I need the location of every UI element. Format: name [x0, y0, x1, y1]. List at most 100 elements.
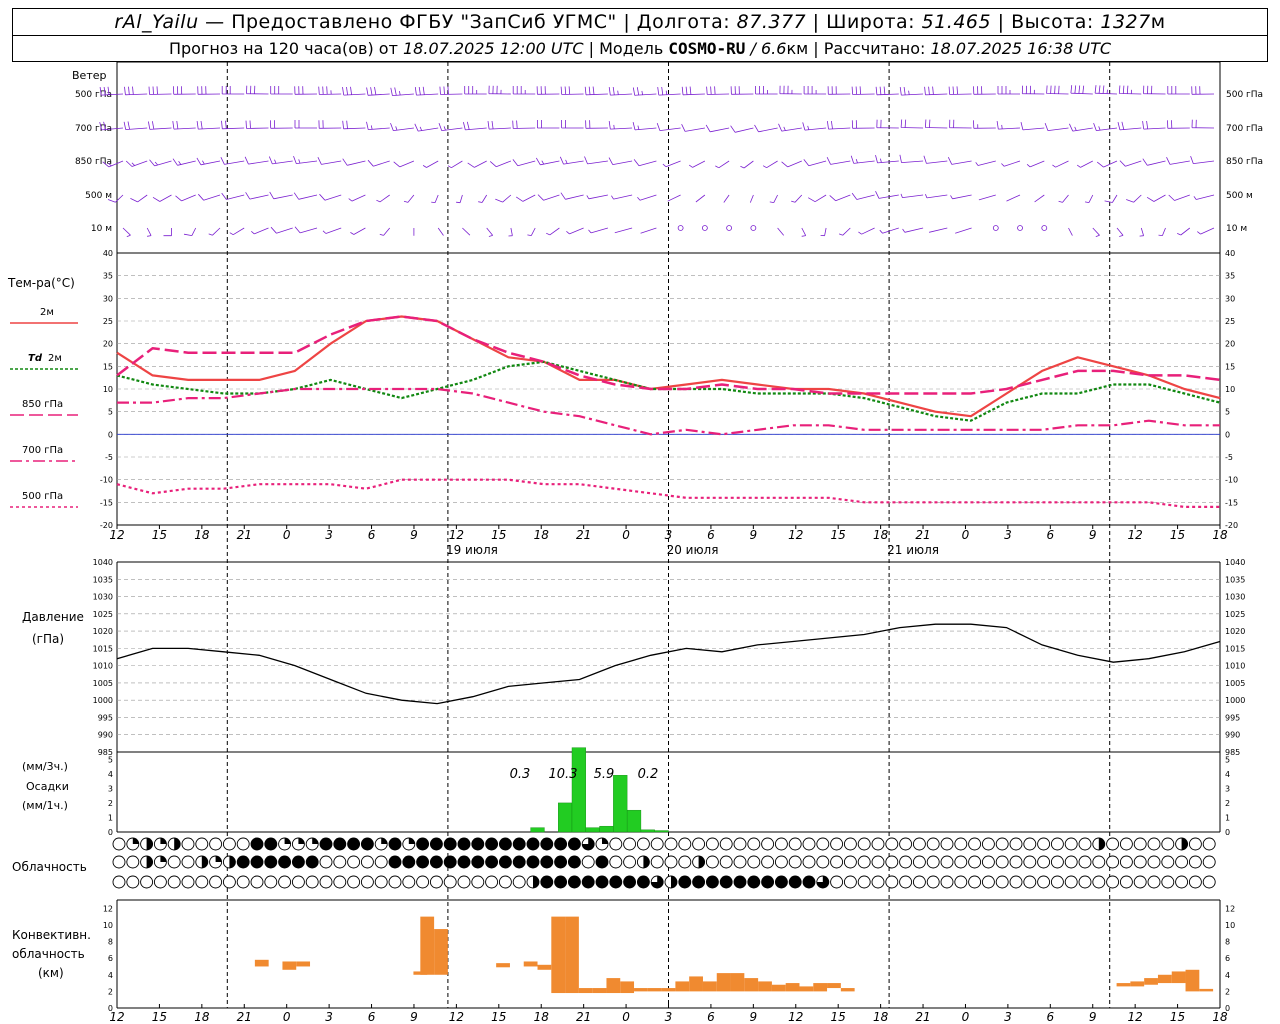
cloud-cover-symbol	[140, 875, 154, 889]
temp-tick-label: 30	[103, 294, 113, 303]
cloud-cover-symbol	[443, 837, 457, 851]
cloud-threequarter-fill	[816, 876, 829, 888]
convective-bar	[799, 986, 814, 992]
cloud-cover-symbol	[926, 855, 940, 869]
convective-tick-label-right: 0	[1225, 1004, 1230, 1013]
wind-barb	[535, 157, 560, 166]
wind-barb	[322, 227, 342, 234]
cloud-cover-symbol	[402, 855, 416, 869]
wind-barb	[102, 160, 124, 168]
cloud-cover-symbol	[1050, 837, 1064, 851]
cloud-cover-symbol	[981, 855, 995, 869]
wind-barb	[1142, 158, 1166, 166]
wind-level-label-right: 850 гПа	[1226, 157, 1263, 167]
cloud-cover-symbol	[802, 875, 816, 889]
cloud-cover-symbol	[291, 875, 305, 889]
forecast-prefix: Прогноз на 120 часа(ов) от	[168, 39, 403, 58]
convective-tick-label: 10	[103, 921, 113, 930]
cloud-cover-symbol	[885, 837, 899, 851]
wind-barb	[319, 193, 342, 201]
cloud-cover-symbol	[1161, 855, 1175, 869]
cloud-cover-symbol	[1064, 875, 1078, 889]
x-tick-label: 6	[1046, 528, 1054, 542]
wind-barb	[1021, 85, 1045, 95]
cloud-cover-symbol	[816, 855, 830, 869]
wind-barb	[146, 227, 152, 237]
legend-td-prefix: Td	[28, 353, 43, 364]
wind-barb	[1118, 85, 1142, 95]
wind-barb	[778, 123, 802, 132]
wind-barb	[879, 227, 899, 234]
cloud-cover-symbol	[912, 837, 926, 851]
x-tick-label: 9	[1089, 528, 1097, 542]
model-resolution: / 6.6	[745, 39, 787, 58]
wind-barb	[900, 119, 924, 129]
cloud-quarter-fill	[381, 838, 388, 844]
cloud-cover-symbol	[830, 875, 844, 889]
temp-tick-label-right: -10	[1225, 476, 1238, 485]
cloud-cover-symbol	[250, 875, 264, 889]
cloud-cover-symbol	[623, 875, 637, 889]
wind-barb	[851, 120, 875, 129]
cloud-cover-symbol	[333, 875, 347, 889]
cloud-cover-symbol	[540, 855, 554, 869]
wind-barb	[294, 226, 318, 234]
wind-barb	[769, 194, 778, 203]
wind-barb	[390, 87, 414, 96]
cloud-threequarter-fill	[582, 838, 595, 850]
cloud-quarter-fill	[284, 838, 291, 844]
wind-barb	[438, 122, 463, 131]
provider-text: — Предоставлено ФГБУ "ЗапСиб УГМС" | Дол…	[198, 11, 737, 33]
cloud-cover-symbol	[1023, 855, 1037, 869]
wind-barb	[900, 193, 924, 198]
wind-barb	[1197, 227, 1215, 235]
cloud-half-fill	[533, 876, 539, 888]
wind-barb	[762, 160, 778, 169]
wind-barb	[608, 86, 633, 96]
pressure-tick-label: 990	[98, 731, 113, 740]
cloud-cover-symbol	[912, 855, 926, 869]
cloud-cover-symbol	[1023, 875, 1037, 889]
wind-level-label-right: 700 гПа	[1226, 124, 1263, 134]
cloud-cover-symbol	[512, 875, 526, 889]
cloud-cover-symbol	[581, 855, 595, 869]
wind-barb	[973, 120, 996, 129]
cloud-cover-symbol	[1106, 837, 1120, 851]
wind-barb	[1046, 85, 1069, 95]
wind-barb	[781, 160, 802, 168]
cloud-cover-symbol	[871, 875, 885, 889]
cloud-half-fill	[229, 856, 236, 868]
wind-level-label: 10 м	[91, 224, 112, 234]
wind-level-label-right: 500 м	[1226, 191, 1253, 201]
temp-tick-label-right: 25	[1225, 317, 1235, 326]
precip-panel-title: Осадки	[26, 780, 69, 793]
cloud-cover-symbol	[471, 875, 485, 889]
wind-barb	[456, 194, 463, 204]
temp-tick-label-right: 15	[1225, 362, 1235, 371]
convective-bar	[1157, 974, 1172, 984]
cloud-cover-symbol	[388, 837, 402, 851]
cloud-cover-symbol	[554, 837, 568, 851]
cloud-cover-symbol	[692, 875, 706, 889]
wind-barb	[546, 227, 560, 236]
cloud-cover-symbol	[416, 837, 430, 851]
cloud-cover-symbol	[609, 837, 623, 851]
convective-bar	[578, 988, 593, 994]
pressure-tick-label-right: 1040	[1225, 558, 1245, 567]
precip-tick-label-right: 2	[1225, 799, 1230, 808]
wind-barb	[148, 121, 172, 130]
cloud-cover-symbol	[857, 855, 871, 869]
wind-barb	[515, 194, 536, 202]
pressure-tick-label-right: 1035	[1225, 575, 1245, 584]
cloud-cover-symbol	[843, 837, 857, 851]
convective-bar	[1116, 983, 1131, 987]
cloud-cover-symbol	[388, 855, 402, 869]
wind-barb	[973, 86, 996, 95]
x-tick-label-bottom: 18	[1212, 1010, 1228, 1024]
wind-barb	[107, 194, 124, 203]
temp-tick-label-right: 30	[1225, 294, 1235, 303]
cloud-cover-symbol	[774, 875, 788, 889]
temp-series-line	[116, 315, 1221, 395]
cloud-cover-symbol	[733, 855, 747, 869]
precip-bar	[599, 825, 614, 833]
